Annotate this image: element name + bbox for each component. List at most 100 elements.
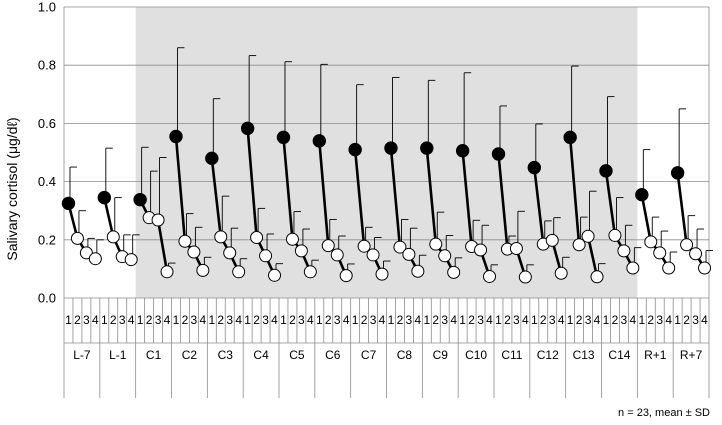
data-point-filled bbox=[491, 147, 506, 161]
x-sub-label: 3 bbox=[406, 313, 413, 327]
x-group-label: C12 bbox=[537, 348, 559, 362]
x-group-label: C5 bbox=[289, 348, 305, 362]
series-line bbox=[246, 128, 276, 276]
data-point-filled bbox=[420, 141, 434, 155]
data-point-open bbox=[402, 247, 416, 261]
data-point-filled bbox=[312, 134, 327, 148]
x-group-label: C11 bbox=[501, 348, 522, 362]
x-sub-label: 2 bbox=[612, 313, 619, 327]
x-sub-label: 4 bbox=[415, 313, 422, 327]
x-sub-label: 2 bbox=[576, 313, 583, 327]
y-tick-label: 0.4 bbox=[38, 174, 56, 189]
data-point-filled bbox=[635, 187, 649, 202]
x-group-label: C2 bbox=[182, 348, 198, 362]
data-point-open bbox=[662, 261, 676, 275]
data-point-open bbox=[124, 253, 138, 267]
x-group-label: C6 bbox=[325, 348, 341, 362]
data-point-open bbox=[653, 246, 667, 260]
data-point-filled bbox=[169, 129, 183, 144]
data-point-open bbox=[509, 242, 523, 256]
x-group-label: C3 bbox=[218, 348, 234, 362]
data-point-open bbox=[375, 267, 389, 281]
x-sub-label: 3 bbox=[656, 313, 663, 327]
data-point-open bbox=[151, 213, 165, 227]
sample-note: n = 23, mean ± SD bbox=[618, 407, 710, 419]
x-sub-label: 4 bbox=[92, 313, 99, 327]
x-group-label: R+7 bbox=[680, 348, 703, 362]
x-sub-label: 2 bbox=[325, 313, 332, 327]
x-group-label: C4 bbox=[253, 348, 269, 362]
data-point-filled bbox=[61, 196, 76, 211]
x-sub-label: 1 bbox=[137, 313, 144, 327]
x-sub-label: 2 bbox=[289, 313, 296, 327]
x-sub-label: 1 bbox=[603, 313, 610, 327]
x-group-label: C14 bbox=[608, 348, 630, 362]
series-lines bbox=[67, 128, 706, 278]
data-point-open bbox=[223, 246, 237, 260]
x-sub-label: 2 bbox=[110, 313, 117, 327]
data-point-open bbox=[626, 261, 640, 275]
data-point-open bbox=[187, 245, 201, 259]
x-sub-label: 2 bbox=[647, 313, 654, 327]
series-line bbox=[640, 194, 670, 269]
series-line bbox=[210, 158, 240, 273]
x-sub-label: 2 bbox=[432, 313, 439, 327]
data-point-open bbox=[474, 243, 488, 257]
y-axis: 0.0 0.2 0.4 0.6 0.8 1.0 bbox=[38, 0, 710, 306]
x-sub-label: 3 bbox=[477, 313, 484, 327]
x-sub-label: 2 bbox=[74, 313, 81, 327]
x-sub-label: 3 bbox=[513, 313, 520, 327]
x-sub-label: 4 bbox=[701, 313, 708, 327]
x-sub-label: 1 bbox=[567, 313, 574, 327]
data-point-filled bbox=[455, 144, 470, 158]
x-group-label: L-1 bbox=[109, 348, 127, 362]
x-sub-label: 2 bbox=[182, 313, 189, 327]
data-point-open bbox=[554, 266, 568, 280]
data-point-open bbox=[79, 246, 93, 260]
data-point-filled bbox=[205, 151, 219, 166]
x-sub-label: 1 bbox=[388, 313, 395, 327]
x-sub-label: 2 bbox=[253, 313, 260, 327]
data-points bbox=[61, 121, 712, 284]
x-sub-label: 1 bbox=[423, 313, 430, 327]
x-sub-label: 3 bbox=[441, 313, 448, 327]
data-point-filled bbox=[240, 121, 255, 136]
data-point-open bbox=[581, 229, 595, 243]
x-group-label: C8 bbox=[397, 348, 413, 362]
x-sub-label: 4 bbox=[450, 313, 457, 327]
x-sub-label: 1 bbox=[495, 313, 502, 327]
x-group-label: C9 bbox=[433, 348, 449, 362]
x-group-label: R+1 bbox=[644, 348, 667, 362]
x-sub-label: 4 bbox=[128, 313, 135, 327]
data-point-open bbox=[438, 249, 452, 263]
x-sub-label: 4 bbox=[522, 313, 529, 327]
x-sub-label: 1 bbox=[674, 313, 681, 327]
x-sub-label: 4 bbox=[594, 313, 601, 327]
x-sub-label: 3 bbox=[226, 313, 233, 327]
x-group-label: C13 bbox=[573, 348, 595, 362]
series-line bbox=[604, 170, 635, 269]
x-sub-label: 1 bbox=[208, 313, 215, 327]
data-point-open bbox=[196, 263, 210, 277]
x-group-label: C1 bbox=[146, 348, 162, 362]
x-sub-label: 1 bbox=[173, 313, 180, 327]
data-point-open bbox=[608, 228, 622, 242]
x-sub-label: 3 bbox=[262, 313, 269, 327]
data-point-filled bbox=[563, 130, 577, 145]
x-sub-label: 4 bbox=[486, 313, 493, 327]
data-point-filled bbox=[133, 192, 147, 207]
x-sub-label: 4 bbox=[630, 313, 637, 327]
data-point-filled bbox=[384, 141, 398, 155]
data-point-open bbox=[518, 270, 532, 284]
y-tick-label: 0.2 bbox=[38, 232, 56, 247]
series-line bbox=[425, 148, 455, 274]
x-sub-label: 2 bbox=[504, 313, 511, 327]
x-group-label: C10 bbox=[465, 348, 487, 362]
data-point-open bbox=[70, 231, 84, 245]
data-point-filled bbox=[599, 164, 613, 178]
x-sub-label: 4 bbox=[271, 313, 278, 327]
x-sub-label: 2 bbox=[217, 313, 224, 327]
data-point-open bbox=[268, 268, 282, 282]
